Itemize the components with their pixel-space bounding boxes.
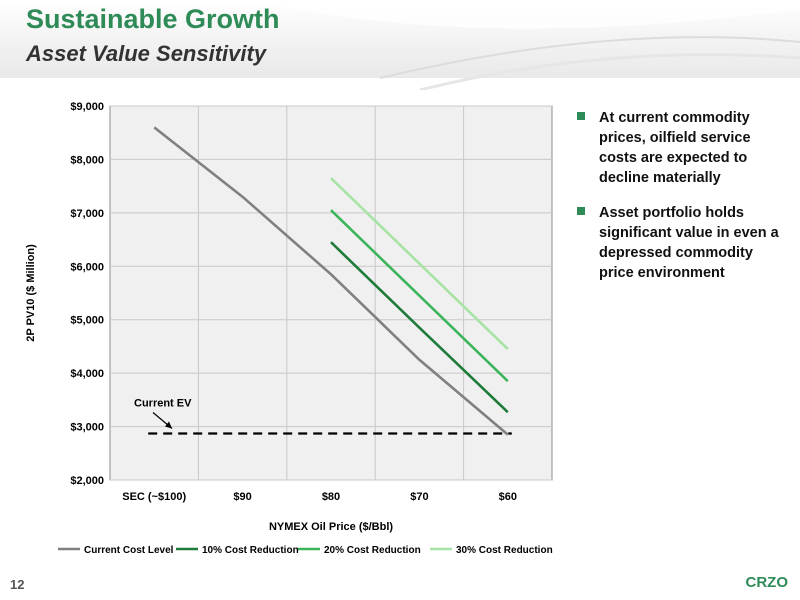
annotation-layer: Current EV bbox=[134, 398, 192, 429]
series-line-30-cost-reduction bbox=[330, 177, 509, 351]
series-layer bbox=[153, 126, 509, 436]
legend-label: 30% Cost Reduction bbox=[456, 545, 553, 556]
y-tick-label: $6,000 bbox=[70, 261, 104, 273]
page-number: 12 bbox=[10, 577, 25, 592]
slide-subtitle: Asset Value Sensitivity bbox=[26, 41, 267, 66]
legend-label: 10% Cost Reduction bbox=[202, 545, 299, 556]
bullet-square-icon bbox=[577, 112, 585, 120]
x-tick-label: $90 bbox=[233, 491, 251, 503]
current-ev-arrow-head bbox=[165, 421, 172, 429]
x-tick-label: SEC (~$100) bbox=[122, 491, 186, 503]
x-tick-label: $60 bbox=[499, 491, 517, 503]
current-ev-label: Current EV bbox=[134, 398, 192, 410]
bullet-text: At current commodity prices, oilfield se… bbox=[599, 110, 751, 186]
legend-label: 20% Cost Reduction bbox=[324, 545, 421, 556]
slide-title: Sustainable Growth bbox=[26, 4, 280, 34]
bullet-text: Asset portfolio holds significant value … bbox=[599, 205, 779, 281]
x-axis-ticks: SEC (~$100) $90 $80 $70 $60 bbox=[122, 491, 517, 503]
legend: Current Cost Level 10% Cost Reduction 20% … bbox=[58, 545, 553, 556]
y-tick-label: $2,000 bbox=[70, 475, 104, 487]
grid-lines bbox=[110, 105, 552, 481]
x-tick-label: $80 bbox=[322, 491, 340, 503]
x-axis-label: NYMEX Oil Price ($/Bbl) bbox=[269, 521, 393, 533]
y-tick-label: $3,000 bbox=[70, 422, 104, 434]
y-tick-label: $9,000 bbox=[70, 101, 104, 113]
sensitivity-chart: $2,000 $3,000 $4,000 $5,000 $6,000 $7,000 $8,0… bbox=[25, 101, 553, 556]
series-line-10-cost-reduction bbox=[330, 241, 509, 414]
y-axis-label: 2P PV10 ($ Million) bbox=[25, 244, 37, 342]
y-tick-label: $7,000 bbox=[70, 208, 104, 220]
series-line-current-cost-level bbox=[153, 126, 509, 436]
plot-area bbox=[109, 105, 553, 481]
bullet-square-icon bbox=[577, 207, 585, 215]
bullet-list: At current commodity prices, oilfield se… bbox=[574, 108, 789, 298]
header-swoosh bbox=[250, 0, 800, 90]
series-line-20-cost-reduction bbox=[330, 209, 509, 383]
legend-label: Current Cost Level bbox=[84, 545, 174, 556]
y-axis-ticks: $2,000 $3,000 $4,000 $5,000 $6,000 $7,000 $8,0… bbox=[70, 101, 104, 487]
brand-logo: CRZO bbox=[745, 574, 789, 591]
y-tick-label: $5,000 bbox=[70, 315, 104, 327]
y-tick-label: $8,000 bbox=[70, 154, 104, 166]
x-tick-label: $70 bbox=[410, 491, 428, 503]
bullet-item: At current commodity prices, oilfield se… bbox=[574, 108, 789, 188]
bullet-item: Asset portfolio holds significant value … bbox=[574, 203, 789, 283]
y-tick-label: $4,000 bbox=[70, 368, 104, 380]
